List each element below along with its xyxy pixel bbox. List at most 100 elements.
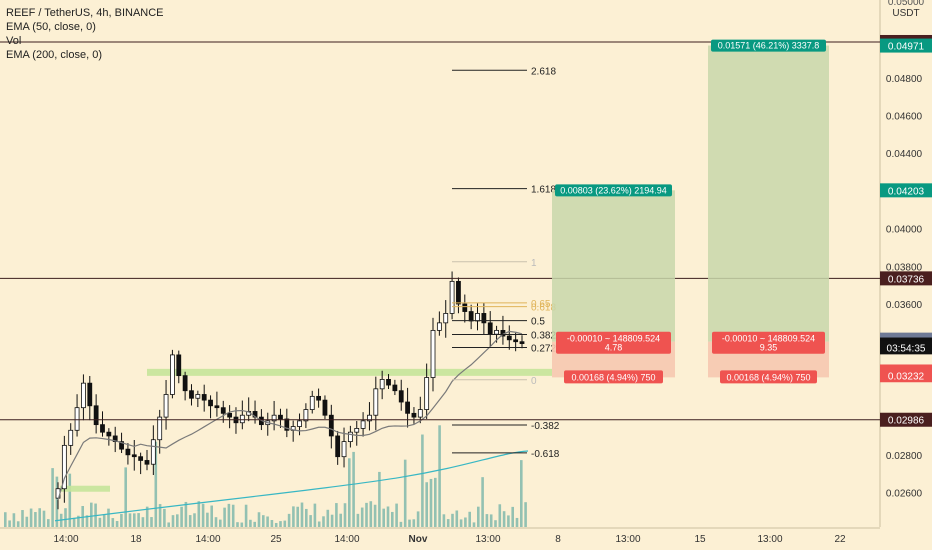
profit-zone[interactable] <box>552 190 675 342</box>
price-tag-box[interactable] <box>880 340 932 355</box>
candle-body[interactable] <box>284 418 290 431</box>
volume-bar <box>214 517 218 527</box>
candle-body[interactable] <box>481 313 487 324</box>
long-position-tool[interactable]: 0.00803 (23.62%) 2194.94 -0.00010 ~ 14880… <box>552 184 675 384</box>
candle-body[interactable] <box>189 390 194 399</box>
ema50-legend[interactable]: EMA (50, close, 0) <box>6 21 96 33</box>
candle-body[interactable] <box>131 454 137 458</box>
price-tag-box[interactable] <box>880 412 932 427</box>
candle-body[interactable] <box>436 322 442 331</box>
candle-body[interactable] <box>176 354 182 377</box>
volume-bar <box>145 506 149 527</box>
candle-body[interactable] <box>475 313 480 322</box>
candle-body[interactable] <box>360 420 366 429</box>
candle-body[interactable] <box>309 395 315 410</box>
candle-body[interactable] <box>513 339 519 343</box>
candle-body[interactable] <box>195 394 201 399</box>
candle-body[interactable] <box>519 341 525 344</box>
volume-bar <box>34 512 37 527</box>
candle-body[interactable] <box>468 311 474 322</box>
time-axis[interactable]: 14:00 18 14:00 25 14:00 Nov 13:00 8 13:00 15 13:00… <box>0 527 880 545</box>
candle-body[interactable] <box>386 378 391 386</box>
candle-body[interactable] <box>494 329 499 335</box>
volume-bar <box>515 517 519 527</box>
volume-legend[interactable]: Vol <box>6 35 22 47</box>
candle-body[interactable] <box>227 412 233 418</box>
price-tags[interactable]: 0.049900.049710.042030.037360.034000.034… <box>880 34 932 427</box>
candle-body[interactable] <box>81 382 86 409</box>
candle-body[interactable] <box>74 407 80 431</box>
ema200-legend[interactable]: EMA (200, close, 0) <box>6 49 102 61</box>
candle-body[interactable] <box>456 280 461 305</box>
candle-body[interactable] <box>271 414 277 422</box>
candle-body[interactable] <box>239 414 245 424</box>
candle-body[interactable] <box>316 395 322 401</box>
volume-bar <box>8 520 11 527</box>
candle-body[interactable] <box>405 401 410 414</box>
candle-body[interactable] <box>112 435 118 443</box>
candle-body[interactable] <box>150 439 156 465</box>
volume-bar <box>257 512 261 527</box>
price-tick: 0.02600 <box>886 489 923 500</box>
candle-body[interactable] <box>278 414 283 420</box>
symbol-title[interactable]: REEF / TetherUS, 4h, BINANCE <box>6 7 164 19</box>
candle-body[interactable] <box>93 405 99 426</box>
candle-body[interactable] <box>379 378 385 390</box>
candle-body[interactable] <box>125 448 131 456</box>
position-info-box <box>556 331 671 354</box>
long-position-tool[interactable]: 0.01571 (46.21%) 3337.8 -0.00010 ~ 148809… <box>708 39 829 384</box>
fibonacci-extension[interactable]: 2.618 1.618 1 0.650.618 0.5 0.382 0.272 0 -0.382… <box>452 66 560 460</box>
ema200-line[interactable] <box>54 450 529 522</box>
time-tick: 8 <box>555 534 561 545</box>
candle-body[interactable] <box>170 354 175 395</box>
candle-body[interactable] <box>157 416 163 441</box>
fib-level-label: 1 <box>531 258 537 269</box>
candle-body[interactable] <box>87 382 93 407</box>
candle-body[interactable] <box>449 280 455 314</box>
candle-body[interactable] <box>430 329 436 378</box>
candle-body[interactable] <box>424 377 430 410</box>
candle-body[interactable] <box>163 394 169 418</box>
candle-body[interactable] <box>373 388 379 416</box>
candle-body[interactable] <box>220 407 226 414</box>
candle-body[interactable] <box>100 424 105 433</box>
candle-body[interactable] <box>303 409 309 422</box>
candle-body[interactable] <box>335 435 341 458</box>
candle-body[interactable] <box>411 412 417 418</box>
volume-bar <box>137 513 140 527</box>
candle-body[interactable] <box>341 441 347 458</box>
volume-bar <box>326 509 330 527</box>
price-tag-box[interactable] <box>880 368 932 383</box>
candle-body[interactable] <box>328 414 334 437</box>
candle-body[interactable] <box>68 429 74 446</box>
price-tag-box[interactable] <box>880 271 932 286</box>
candle-body[interactable] <box>201 394 207 401</box>
candle-body[interactable] <box>119 441 124 450</box>
volume-bar <box>231 504 235 527</box>
candle-body[interactable] <box>61 444 67 490</box>
candle-body[interactable] <box>487 322 493 335</box>
candle-body[interactable] <box>138 456 144 461</box>
profit-zone[interactable] <box>708 45 829 342</box>
candle-body[interactable] <box>506 335 512 341</box>
candle-body[interactable] <box>398 390 404 403</box>
price-tag-box[interactable] <box>880 38 932 53</box>
candle-body[interactable] <box>392 384 398 392</box>
candle-body[interactable] <box>297 420 302 427</box>
candle-body[interactable] <box>322 399 328 416</box>
candle-body[interactable] <box>214 405 220 409</box>
candle-body[interactable] <box>106 431 112 437</box>
candle-body[interactable] <box>462 303 468 312</box>
candle-body[interactable] <box>354 428 360 433</box>
candle-body[interactable] <box>182 375 188 392</box>
candle-body[interactable] <box>367 414 372 422</box>
candle-body[interactable] <box>144 460 150 465</box>
candle-body[interactable] <box>443 313 449 324</box>
candle-body[interactable] <box>208 399 213 407</box>
ema50-line[interactable] <box>57 330 523 501</box>
candle-body[interactable] <box>347 431 353 443</box>
candle-body[interactable] <box>417 409 423 418</box>
price-tag-box[interactable] <box>880 183 932 198</box>
position-pnl: -0.00010 ~ 148809.524 <box>567 334 660 344</box>
